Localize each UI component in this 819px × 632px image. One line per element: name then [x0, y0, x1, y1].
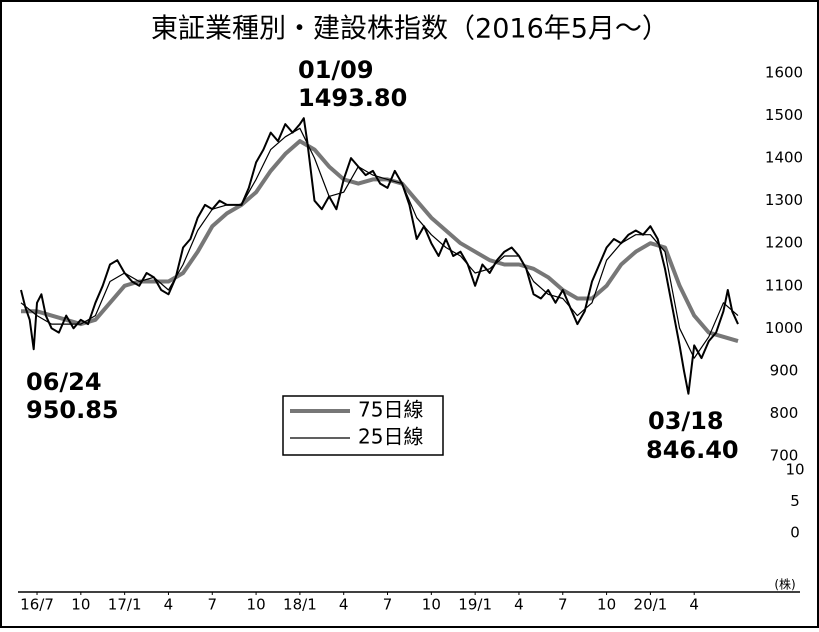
- volume-tick-label: 10: [785, 461, 804, 479]
- price-line: [20, 117, 739, 395]
- x-tick-label: 4: [339, 596, 349, 614]
- x-tick-label: 10: [422, 596, 441, 614]
- legend-label: 75日線: [358, 398, 423, 422]
- x-tick-label: 7: [207, 596, 217, 614]
- x-tick-label: 10: [247, 596, 266, 614]
- x-tick-label: 10: [71, 596, 90, 614]
- y-tick-label: 1100: [765, 276, 803, 294]
- x-tick-label: 19/1: [458, 596, 492, 614]
- y-tick-label: 1400: [765, 149, 803, 167]
- y-tick-label: 800: [770, 404, 799, 422]
- x-tick-label: 4: [689, 596, 699, 614]
- annotation-date: 01/09: [298, 56, 374, 84]
- x-tick-label: 17/1: [108, 596, 142, 614]
- chart-title: 東証業種別・建設株指数（2016年5月～）: [151, 14, 669, 45]
- x-tick-label: 16/7: [20, 596, 54, 614]
- x-tick-label: 7: [383, 596, 393, 614]
- annotation-date: 06/24: [26, 368, 102, 396]
- x-tick-label: 4: [514, 596, 524, 614]
- x-tick-label: 7: [558, 596, 568, 614]
- annotation-value: 1493.80: [298, 84, 407, 112]
- legend: [282, 395, 444, 456]
- y-tick-label: 700: [770, 447, 799, 465]
- y-tick-label: 1500: [765, 106, 803, 124]
- y-tick-label: 900: [770, 361, 799, 379]
- volume-tick-label: 5: [790, 492, 800, 510]
- legend-label: 25日線: [358, 425, 423, 449]
- x-tick-label: 4: [164, 596, 174, 614]
- volume-unit: (株): [774, 577, 795, 592]
- annotation-value: 846.40: [646, 436, 739, 464]
- y-tick-label: 1000: [765, 319, 803, 337]
- x-tick-label: 18/1: [283, 596, 317, 614]
- y-tick-label: 1600: [765, 64, 803, 82]
- annotation-date: 03/18: [648, 407, 724, 435]
- annotation-value: 950.85: [26, 396, 119, 424]
- volume-tick-label: 0: [790, 524, 800, 542]
- y-tick-label: 1200: [765, 234, 803, 252]
- y-tick-label: 1300: [765, 191, 803, 209]
- x-tick-label: 20/1: [634, 596, 668, 614]
- x-tick-label: 10: [597, 596, 616, 614]
